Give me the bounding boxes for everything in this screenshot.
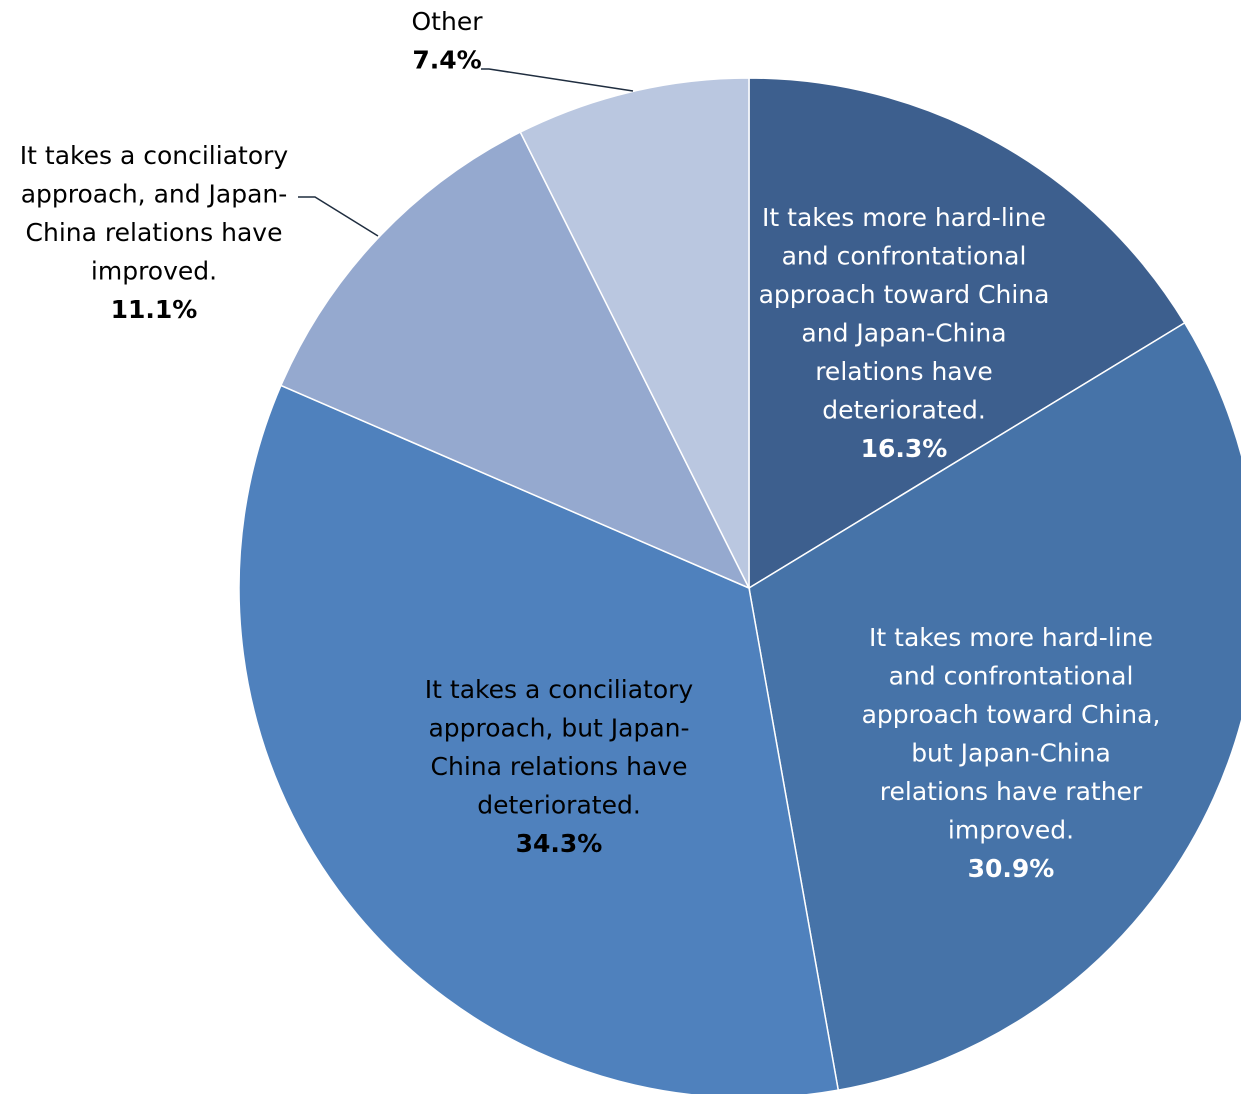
slice-label-line: deteriorated.: [822, 396, 986, 425]
slice-label-line: It takes a conciliatory: [20, 141, 289, 170]
leader-line-4: [298, 196, 379, 237]
leader-lines: [298, 68, 634, 237]
slice-label-line: and Japan-China: [801, 319, 1006, 348]
slice-label-line: approach, but Japan-: [428, 714, 689, 743]
pie-slices: [238, 77, 1241, 1094]
slice-label-line: It takes more hard-line: [869, 623, 1153, 652]
pie-slice-1: [748, 77, 1186, 590]
slice-label-3: It takes a conciliatory approach, but Jap…: [425, 675, 694, 858]
slice-labels: It takes more hard-line and confrontation…: [20, 7, 1161, 883]
slice-label-line: approach, and Japan-: [21, 180, 288, 209]
slice-label-4: It takes a conciliatory approach, and Jap…: [20, 141, 289, 324]
slice-value-label: 16.3%: [861, 434, 948, 463]
slice-label-line: It takes more hard-line: [762, 203, 1046, 232]
slice-label-line: It takes a conciliatory: [425, 675, 694, 704]
slice-label-line: improved.: [91, 257, 217, 286]
slice-label-line: relations have rather: [880, 777, 1143, 806]
slice-value-label: 30.9%: [968, 854, 1055, 883]
slice-label-5: Other 7.4%: [412, 7, 484, 75]
slice-label-line: relations have: [815, 357, 993, 386]
leader-line-5: [481, 68, 634, 92]
slice-label-line: but Japan-China: [911, 739, 1111, 768]
pie-slice-2: [748, 321, 1241, 1092]
slice-label-line: and confrontational: [782, 242, 1027, 271]
slice-label-2: It takes more hard-line and confrontation…: [862, 623, 1161, 883]
slice-label-line: approach toward China: [759, 280, 1050, 309]
slice-value-label: 7.4%: [412, 46, 481, 75]
slice-label-line: approach toward China,: [862, 700, 1161, 729]
slice-label-line: deteriorated.: [477, 791, 641, 820]
slice-label-line: Other: [412, 7, 484, 36]
slice-value-label: 34.3%: [516, 829, 603, 858]
slice-label-1: It takes more hard-line and confrontation…: [759, 203, 1050, 463]
pie-slice-4: [279, 131, 751, 590]
slice-label-line: and confrontational: [889, 662, 1134, 691]
slice-label-line: China relations have: [26, 218, 283, 247]
slice-label-line: improved.: [948, 816, 1074, 845]
pie-slice-5: [519, 77, 750, 589]
slice-label-line: China relations have: [431, 752, 688, 781]
slice-value-label: 11.1%: [111, 295, 198, 324]
